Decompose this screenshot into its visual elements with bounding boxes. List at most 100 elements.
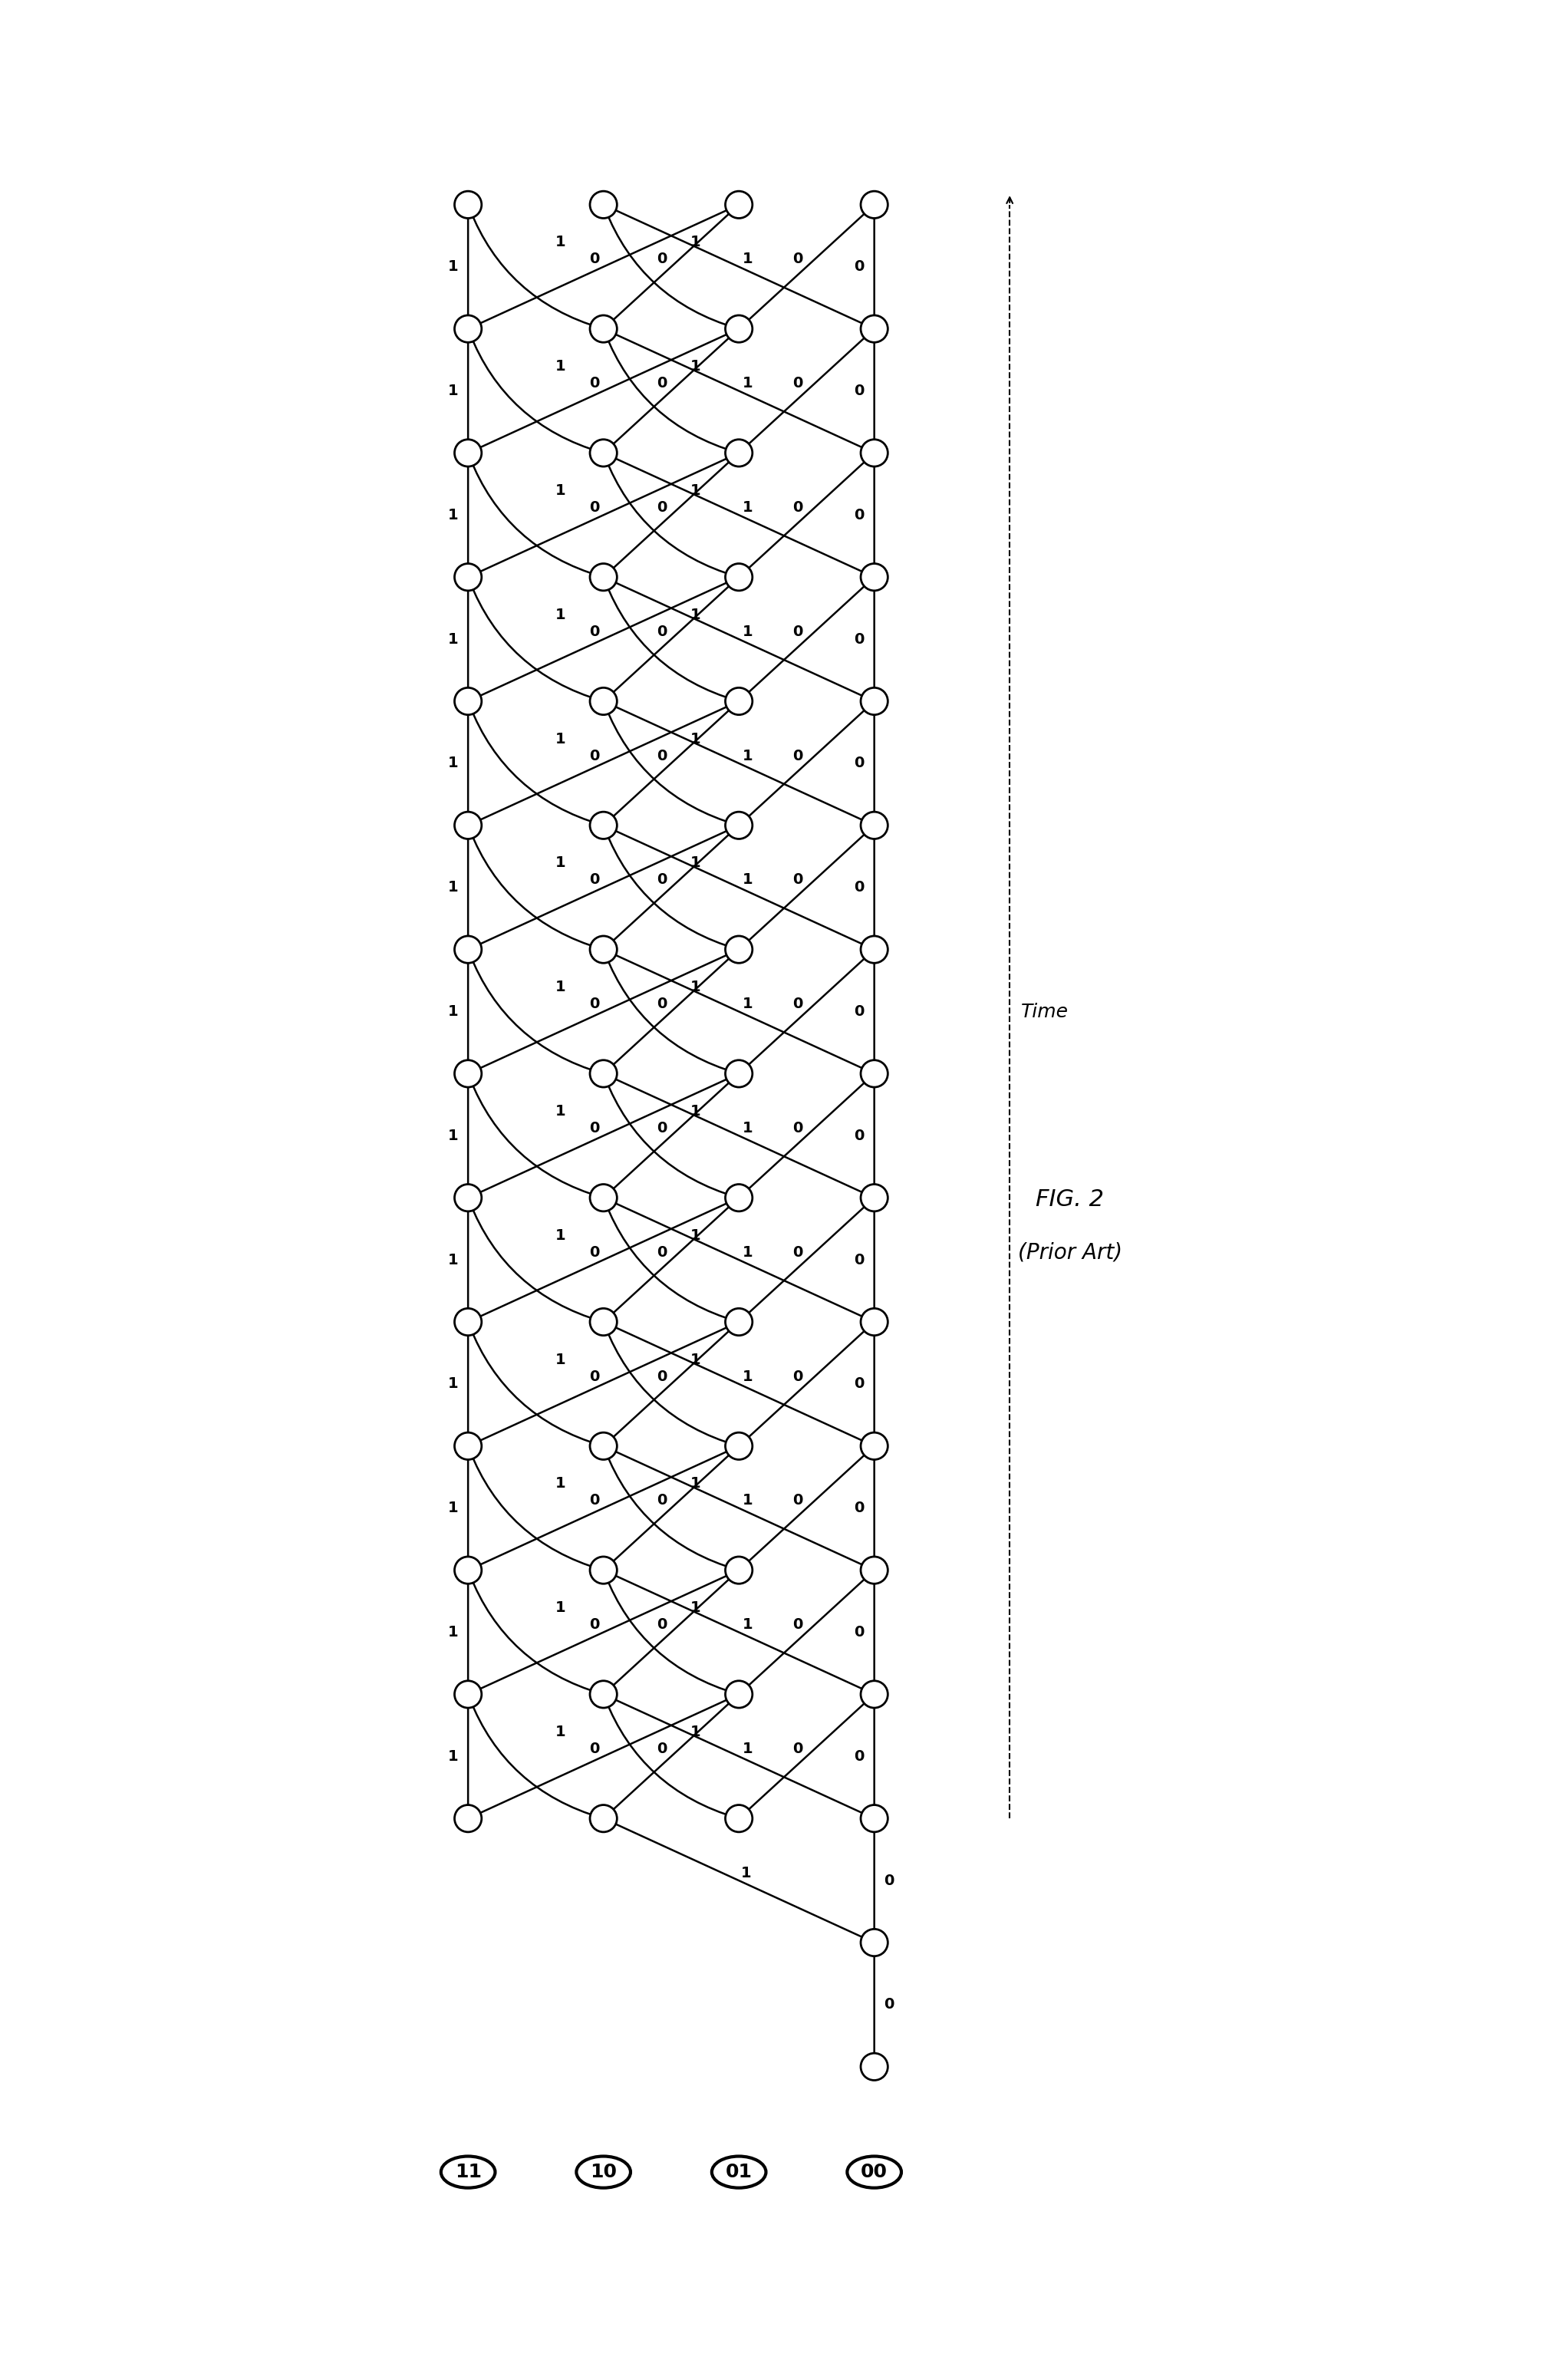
Text: 1: 1 xyxy=(690,1229,701,1243)
Circle shape xyxy=(590,1061,616,1087)
Circle shape xyxy=(861,562,887,591)
Text: 0: 0 xyxy=(884,1998,894,2012)
Circle shape xyxy=(455,439,481,467)
Text: 0: 0 xyxy=(590,747,599,764)
Text: 0: 0 xyxy=(792,997,803,1011)
Text: 0: 0 xyxy=(855,508,864,522)
Text: 0: 0 xyxy=(792,747,803,764)
Circle shape xyxy=(726,1184,753,1210)
Text: 1: 1 xyxy=(448,1376,458,1391)
Circle shape xyxy=(861,192,887,218)
Circle shape xyxy=(861,2053,887,2081)
Circle shape xyxy=(726,1061,753,1087)
Circle shape xyxy=(455,812,481,840)
Text: 0: 0 xyxy=(792,1246,803,1260)
Circle shape xyxy=(455,1806,481,1832)
Text: 0: 0 xyxy=(657,1369,668,1383)
Text: 1: 1 xyxy=(743,1742,753,1756)
Text: 1: 1 xyxy=(743,375,753,392)
Text: 0: 0 xyxy=(792,1120,803,1137)
Text: 1: 1 xyxy=(690,1599,701,1616)
Circle shape xyxy=(455,1308,481,1336)
Text: 0: 0 xyxy=(657,252,668,266)
Text: 1: 1 xyxy=(743,1246,753,1260)
Circle shape xyxy=(590,688,616,714)
Circle shape xyxy=(861,1061,887,1087)
Text: 11: 11 xyxy=(455,2162,481,2181)
Text: 1: 1 xyxy=(555,980,566,994)
Text: 1: 1 xyxy=(743,1618,753,1633)
Circle shape xyxy=(861,316,887,342)
Ellipse shape xyxy=(712,2157,765,2188)
Text: 0: 0 xyxy=(590,873,599,888)
Text: 1: 1 xyxy=(555,1725,566,1739)
Text: 1: 1 xyxy=(448,1004,458,1018)
Text: 1: 1 xyxy=(690,235,701,249)
Text: 1: 1 xyxy=(448,880,458,895)
Circle shape xyxy=(726,688,753,714)
Text: 0: 0 xyxy=(590,501,599,515)
Text: 0: 0 xyxy=(657,375,668,392)
Text: 0: 0 xyxy=(657,624,668,638)
Text: 1: 1 xyxy=(555,1103,566,1118)
Text: 1: 1 xyxy=(690,1476,701,1490)
Text: 0: 0 xyxy=(855,631,864,645)
Text: 0: 0 xyxy=(657,997,668,1011)
Text: 1: 1 xyxy=(555,607,566,622)
Text: 10: 10 xyxy=(590,2162,616,2181)
Circle shape xyxy=(861,1184,887,1210)
Text: 1: 1 xyxy=(742,1865,751,1879)
Circle shape xyxy=(455,1184,481,1210)
Circle shape xyxy=(726,562,753,591)
Text: 0: 0 xyxy=(590,1246,599,1260)
Text: 1: 1 xyxy=(555,1229,566,1243)
Text: 1: 1 xyxy=(743,1493,753,1507)
Text: FIG. 2: FIG. 2 xyxy=(1036,1189,1104,1210)
Text: 1: 1 xyxy=(743,873,753,888)
Text: 1: 1 xyxy=(448,1749,458,1763)
Text: 1: 1 xyxy=(743,624,753,638)
Circle shape xyxy=(726,1806,753,1832)
Circle shape xyxy=(861,1680,887,1709)
Ellipse shape xyxy=(441,2157,495,2188)
Text: 1: 1 xyxy=(448,757,458,771)
Circle shape xyxy=(455,935,481,963)
Text: 0: 0 xyxy=(792,1618,803,1633)
Text: 1: 1 xyxy=(690,1353,701,1367)
Text: 0: 0 xyxy=(590,624,599,638)
Text: 0: 0 xyxy=(792,1369,803,1383)
Circle shape xyxy=(590,1433,616,1459)
Text: 0: 0 xyxy=(884,1872,894,1889)
Text: 1: 1 xyxy=(690,980,701,994)
Circle shape xyxy=(455,1680,481,1709)
Text: 0: 0 xyxy=(792,501,803,515)
Circle shape xyxy=(726,316,753,342)
Text: 0: 0 xyxy=(590,1742,599,1756)
Text: 0: 0 xyxy=(657,1742,668,1756)
Circle shape xyxy=(726,1308,753,1336)
Circle shape xyxy=(590,1557,616,1583)
Circle shape xyxy=(726,192,753,218)
Text: 0: 0 xyxy=(792,1493,803,1507)
Circle shape xyxy=(590,439,616,467)
Text: 0: 0 xyxy=(855,880,864,895)
Circle shape xyxy=(455,1433,481,1459)
Circle shape xyxy=(455,688,481,714)
Text: 1: 1 xyxy=(743,252,753,266)
Text: Time: Time xyxy=(1021,1001,1068,1020)
Text: 1: 1 xyxy=(555,235,566,249)
Text: 01: 01 xyxy=(726,2162,753,2181)
Circle shape xyxy=(726,812,753,840)
Text: 0: 0 xyxy=(855,1253,864,1267)
Text: 0: 0 xyxy=(657,501,668,515)
Circle shape xyxy=(861,439,887,467)
Text: 0: 0 xyxy=(590,1618,599,1633)
Circle shape xyxy=(455,562,481,591)
Text: 1: 1 xyxy=(555,484,566,498)
Text: 0: 0 xyxy=(590,997,599,1011)
Circle shape xyxy=(726,439,753,467)
Text: 1: 1 xyxy=(743,501,753,515)
Circle shape xyxy=(590,1806,616,1832)
Circle shape xyxy=(861,935,887,963)
Circle shape xyxy=(590,1680,616,1709)
